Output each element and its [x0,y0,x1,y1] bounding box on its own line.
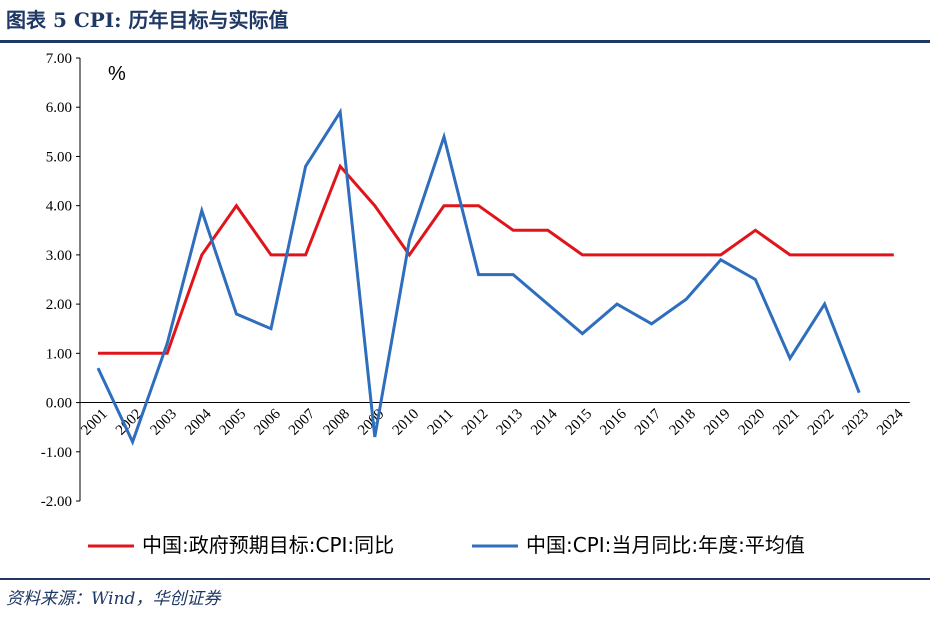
footer-rule [0,578,930,580]
x-tick-label: 2019 [701,406,734,439]
line-chart: 7.00 6.00 5.00 4.00 3.00 2.00 1.00 0.00 -1.00 -2.… [41,51,910,557]
x-tick-label: 2023 [840,406,873,439]
x-tick-label: 2007 [286,406,319,439]
x-axis-ticks: 2001 2002 2003 2004 2005 2006 2007 2008 2009 2010… [78,406,907,439]
x-tick-label: 2021 [770,406,803,439]
x-tick-label: 2008 [321,406,354,439]
series-lines [96,107,894,446]
y-tick-label: 5.00 [46,149,72,165]
y-tick-label: 3.00 [46,248,72,264]
x-tick-label: 2018 [667,406,700,439]
y-tick-label: -1.00 [41,445,72,461]
y-tick-label: 1.00 [46,346,72,362]
legend-label-1: 中国:政府预期目标:CPI:同比 [142,533,394,557]
y-tick-label: 0.00 [46,396,72,412]
x-tick-label: 2012 [459,406,492,439]
y-tick-label: 2.00 [46,297,72,313]
unit-label: % [108,63,126,85]
x-tick-label: 2013 [494,406,527,439]
legend: 中国:政府预期目标:CPI:同比 中国:CPI:当月同比:年度:平均值 [88,533,805,557]
y-tick-label: -2.00 [41,494,72,510]
legend-label-2: 中国:CPI:当月同比:年度:平均值 [526,533,805,557]
x-tick-label: 2001 [78,406,111,439]
y-tick-label: 7.00 [46,51,72,67]
y-axis-ticks: 7.00 6.00 5.00 4.00 3.00 2.00 1.00 0.00 -1.00 -2.… [41,51,80,510]
x-tick-label: 2024 [874,406,907,439]
x-tick-label: 2011 [425,406,457,438]
x-tick-label: 2016 [597,406,630,439]
y-tick-label: 4.00 [46,199,72,215]
x-tick-label: 2005 [217,406,250,439]
series-line-1 [98,163,894,355]
y-tick-label: 6.00 [46,100,72,116]
x-tick-label: 2022 [805,406,838,439]
x-tick-label: 2010 [390,406,423,439]
x-tick-label: 2004 [182,406,215,439]
x-tick-label: 2014 [528,406,561,439]
x-tick-label: 2003 [148,406,181,439]
x-tick-label: 2006 [251,406,284,439]
series-line-2 [96,107,861,446]
x-tick-label: 2020 [736,406,769,439]
title-rule [0,40,930,43]
x-tick-label: 2015 [563,406,596,439]
chart-title: 图表 5 CPI: 历年目标与实际值 [6,8,289,32]
x-tick-label: 2017 [632,406,665,439]
source-note: 资料来源：Wind，华创证券 [6,589,221,609]
axes [79,58,910,501]
